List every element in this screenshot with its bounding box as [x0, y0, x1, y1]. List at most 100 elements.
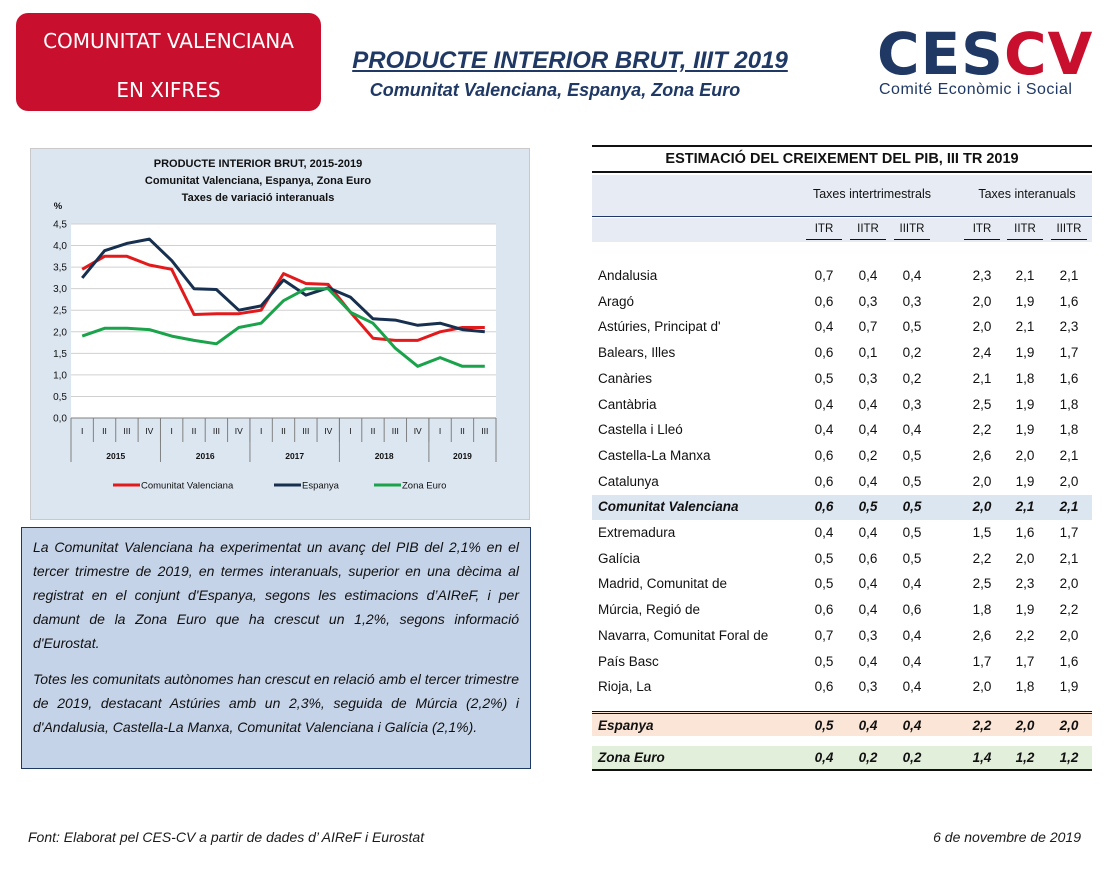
row-value: 0,5 [814, 718, 834, 733]
chart-subtitle: Taxes de variació interanuals [182, 192, 335, 204]
col-underline [850, 239, 886, 240]
row-value: 2,0 [1015, 718, 1035, 733]
footer-source: Font: Elaborat pel CES-CV a partir de da… [28, 829, 425, 845]
series-line-0 [81, 254, 485, 342]
row-name: Castella-La Manxa [598, 448, 711, 463]
row-value: 1,6 [1059, 654, 1079, 669]
table-row: País Basc 0,5 0,4 0,4 1,7 1,7 1,6 [592, 650, 1092, 675]
row-value: 0,6 [814, 345, 834, 360]
row-value: 0,4 [902, 422, 922, 437]
row-value: 1,7 [972, 654, 992, 669]
row-value: 1,6 [1015, 525, 1035, 540]
footer-date: 6 de novembre de 2019 [933, 829, 1081, 845]
col-underline [894, 239, 930, 240]
row-value: 1,7 [1059, 345, 1079, 360]
commentary-paragraph-1: La Comunitat Valenciana ha experimentat … [33, 539, 519, 651]
x-tick-label: I [349, 426, 351, 436]
row-value: 0,6 [902, 602, 922, 617]
row-value: 0,5 [814, 371, 834, 386]
row-value: 1,2 [1015, 750, 1035, 765]
row-value: 0,5 [902, 448, 922, 463]
logo-wordmark: CESCV [877, 22, 1093, 86]
col-header-iitr-y: IITR [1014, 223, 1036, 235]
row-value: 0,4 [858, 525, 878, 540]
row-name: Castella i Lleó [598, 422, 683, 437]
row-value: 0,4 [902, 679, 922, 694]
row-value: 1,7 [1059, 525, 1079, 540]
logo-tagline: Comité Econòmic i Social [879, 81, 1073, 98]
row-value: 0,7 [814, 268, 834, 283]
y-axis-label: % [54, 201, 63, 212]
row-name: Astúries, Principat d' [598, 319, 721, 334]
row-name: Navarra, Comunitat Foral de [598, 628, 769, 643]
col-header-iiitr-y: IIITR [1056, 223, 1082, 235]
row-value: 0,6 [814, 474, 834, 489]
row-value: 2,1 [1015, 319, 1035, 334]
row-value: 2,0 [972, 319, 992, 334]
page-subtitle: Comunitat Valenciana, Espanya, Zona Euro [369, 80, 741, 100]
logo-ces: CES [877, 20, 1004, 88]
series-line-1 [81, 237, 485, 334]
y-tick-label: 4,0 [53, 241, 67, 252]
table-row: Rioja, La 0,6 0,3 0,4 2,0 1,8 1,9 [592, 675, 1092, 700]
x-tick-label: III [392, 426, 399, 436]
col-header-iitr-q: IITR [857, 223, 879, 235]
row-value: 2,3 [1015, 576, 1035, 591]
col-underline [1051, 239, 1087, 240]
table-row: Comunitat Valenciana 0,6 0,5 0,5 2,0 2,1 2,1 [592, 495, 1092, 520]
plot-area [71, 224, 496, 418]
x-tick-label: III [213, 426, 220, 436]
x-tick-label: IV [235, 426, 243, 436]
x-tick-label: II [281, 426, 286, 436]
x-tick-label: II [371, 426, 376, 436]
table-row: Castella-La Manxa 0,6 0,2 0,5 2,6 2,0 2,1 [592, 444, 1092, 469]
group-interanuals: Taxes interanuals [978, 187, 1076, 201]
row-value: 1,8 [1015, 679, 1035, 694]
row-value: 0,2 [858, 750, 878, 765]
row-value: 0,5 [814, 654, 834, 669]
row-value: 0,4 [902, 268, 922, 283]
commentary-paragraph-2: Totes les comunitats autònomes han cresc… [33, 671, 519, 735]
row-name: Aragó [598, 294, 635, 309]
row-value: 2,6 [972, 628, 992, 643]
row-value: 0,3 [902, 397, 922, 412]
badge-line-1: COMUNITAT VALENCIANA [43, 29, 294, 53]
row-value: 1,4 [972, 750, 992, 765]
legend-label: Zona Euro [402, 481, 446, 492]
x-tick-label: II [192, 426, 197, 436]
row-value: 0,2 [902, 750, 922, 765]
x-tick-label: III [123, 426, 130, 436]
row-value: 0,6 [814, 602, 834, 617]
table-row: Navarra, Comunitat Foral de 0,7 0,3 0,4 2,6 2… [592, 624, 1092, 649]
row-value: 0,4 [858, 718, 878, 733]
cescv-logo: CESCV Comité Econòmic i Social [877, 22, 1097, 102]
table-row: Canàries 0,5 0,3 0,2 2,1 1,8 1,6 [592, 367, 1092, 392]
row-value: 0,4 [902, 718, 922, 733]
table-row: Castella i Lleó 0,4 0,4 0,4 2,2 1,9 1,8 [592, 418, 1092, 443]
row-value: 0,4 [814, 525, 834, 540]
page-title: PRODUCTE INTERIOR BRUT, IIIT 2019 [352, 47, 788, 74]
table-row: Espanya 0,5 0,4 0,4 2,2 2,0 2,0 [592, 711, 1092, 736]
row-value: 2,6 [972, 448, 992, 463]
series-line-2 [81, 287, 485, 368]
row-value: 0,5 [902, 474, 922, 489]
row-name: Catalunya [598, 474, 659, 489]
row-value: 0,4 [814, 750, 834, 765]
row-value: 1,7 [1015, 654, 1035, 669]
badge-line-2: EN XIFRES [116, 78, 221, 102]
row-value: 2,1 [1059, 499, 1079, 514]
row-value: 0,3 [858, 628, 878, 643]
row-name: Espanya [598, 718, 654, 733]
x-tick-label: II [460, 426, 465, 436]
row-value: 0,3 [858, 294, 878, 309]
row-value: 0,6 [814, 294, 834, 309]
gdp-chart-svg: PRODUCTE INTERIOR BRUT, 2015-2019 Comunit… [53, 158, 497, 492]
x-tick-label: III [481, 426, 488, 436]
x-year-label: 2015 [106, 451, 125, 461]
table-row: Extremadura 0,4 0,4 0,5 1,5 1,6 1,7 [592, 521, 1092, 546]
table-group-header [592, 175, 1092, 217]
row-value: 2,0 [972, 679, 992, 694]
row-value: 0,3 [858, 371, 878, 386]
row-value: 0,4 [858, 268, 878, 283]
row-value: 2,5 [972, 397, 992, 412]
